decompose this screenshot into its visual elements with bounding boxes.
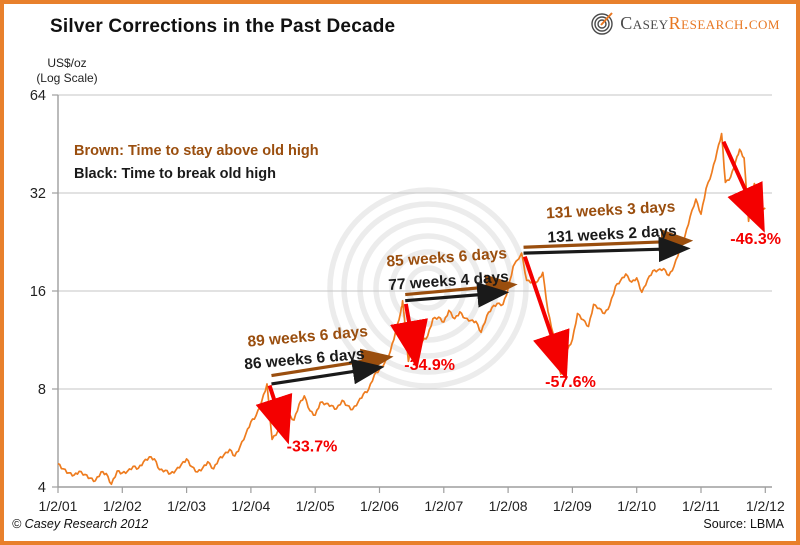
recovery-span-label: 131 weeks 2 days xyxy=(547,223,677,247)
x-tick-label: 1/2/09 xyxy=(553,498,592,514)
logo-brand-right: Research.com xyxy=(668,12,780,33)
x-tick-label: 1/2/11 xyxy=(682,498,720,514)
correction-arrow xyxy=(522,256,570,380)
correction-label: -34.9% xyxy=(404,357,455,374)
x-tick-label: 1/2/08 xyxy=(489,498,528,514)
correction-arrow xyxy=(390,303,428,369)
x-tick-label: 1/2/05 xyxy=(296,498,335,514)
x-tick-label: 1/2/01 xyxy=(39,498,78,514)
x-tick-label: 1/2/07 xyxy=(424,498,463,514)
x-tick-label: 1/2/10 xyxy=(617,498,656,514)
recovery-span-arrow xyxy=(405,282,510,308)
logo-text: CaseyResearch.com xyxy=(620,13,780,34)
x-tick-label: 1/2/02 xyxy=(103,498,142,514)
y-tick-label: 64 xyxy=(30,88,46,104)
source-note: Source: LBMA xyxy=(703,517,784,531)
correction-annotations: -33.7% -34.9% -57.6% -46.3% xyxy=(255,140,781,455)
correction-label: -57.6% xyxy=(545,374,596,391)
recovery-span-label: 131 weeks 3 days xyxy=(546,199,676,223)
correction-label: -46.3% xyxy=(730,231,781,248)
correction-label: -33.7% xyxy=(287,438,338,455)
y-tick-label: 4 xyxy=(38,480,46,496)
legend-item-black: Black: Time to break old high xyxy=(74,166,276,182)
correction-arrow xyxy=(721,140,765,233)
casey-spiral-logo-icon xyxy=(591,12,613,35)
page-title: Silver Corrections in the Past Decade xyxy=(50,16,396,37)
logo-brand-left: Casey xyxy=(620,12,669,33)
y-axis-scale-note: (Log Scale) xyxy=(36,71,98,85)
casey-research-logo: CaseyResearch.com xyxy=(590,10,780,36)
y-axis-unit: US$/oz xyxy=(47,56,87,70)
x-tick-label: 1/2/04 xyxy=(231,498,270,514)
y-tick-label: 8 xyxy=(38,382,46,398)
x-tick-label: 1/2/12 xyxy=(746,498,785,514)
axes: 1/2/01 1/2/02 1/2/03 1/2/04 1/2/05 1/2/06 1/2/… xyxy=(39,95,785,514)
correction-arrow xyxy=(255,384,293,445)
y-tick-label: 32 xyxy=(30,186,46,202)
recovery-span-label: 85 weeks 6 days xyxy=(386,245,508,270)
recovery-span-arrow xyxy=(271,358,385,386)
recovery-span-arrow xyxy=(523,236,691,263)
gridlines: 64 32 16 8 4 xyxy=(30,88,772,496)
silver-price-line xyxy=(57,132,766,486)
copyright-note: © Casey Research 2012 xyxy=(12,517,149,531)
legend-item-brown: Brown: Time to stay above old high xyxy=(74,143,319,159)
x-tick-label: 1/2/06 xyxy=(360,498,399,514)
x-tick-label: 1/2/03 xyxy=(167,498,206,514)
y-tick-label: 16 xyxy=(30,284,46,300)
